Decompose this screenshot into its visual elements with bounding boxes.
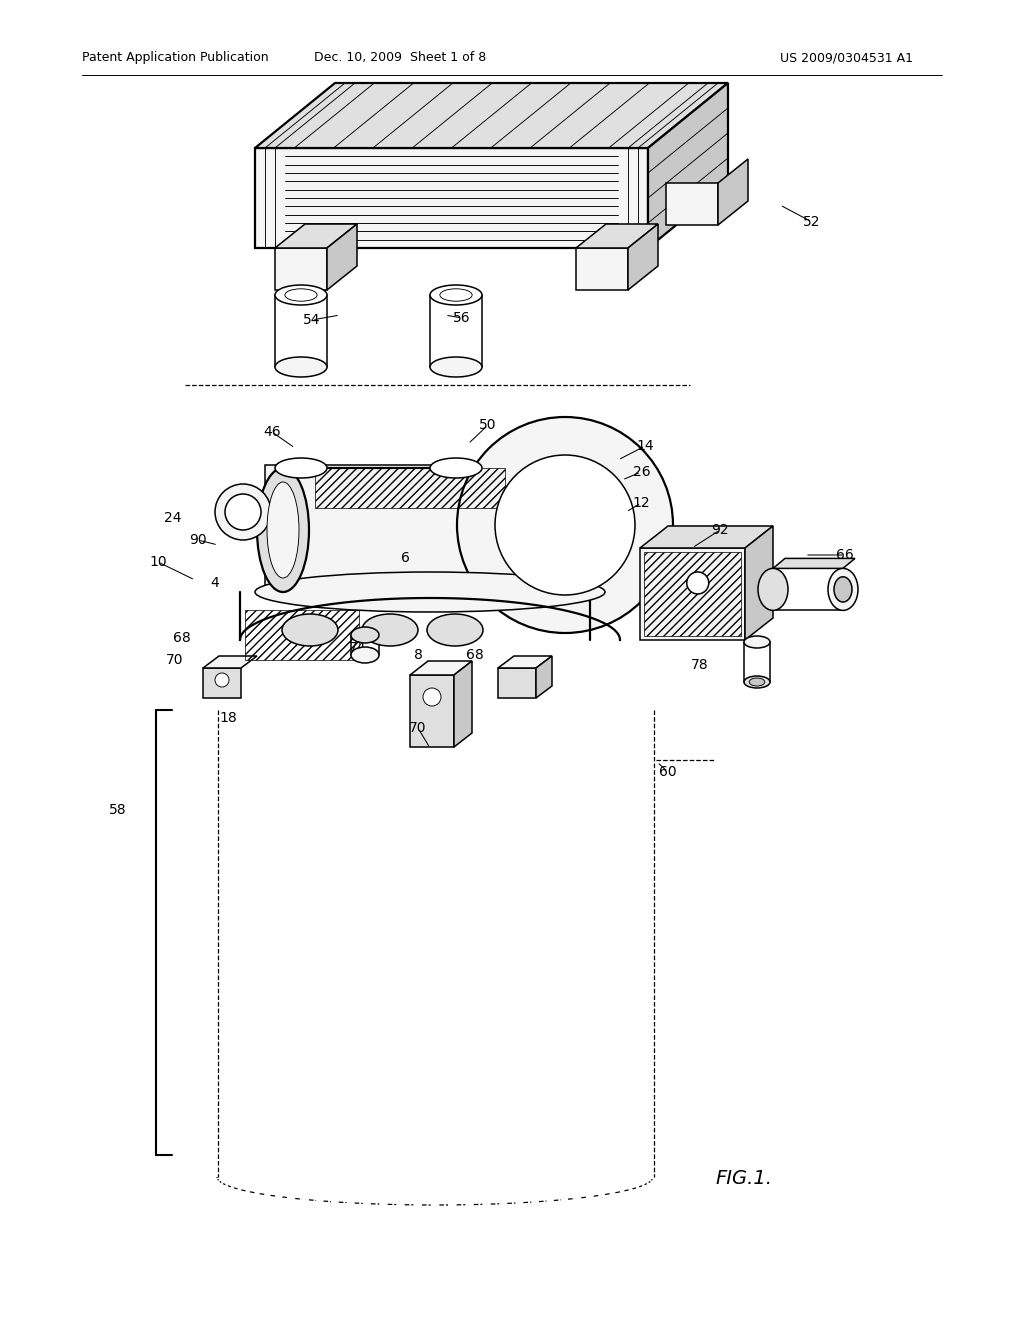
Text: 24: 24 bbox=[164, 511, 181, 525]
Text: 70: 70 bbox=[410, 721, 427, 735]
Ellipse shape bbox=[430, 356, 482, 378]
Ellipse shape bbox=[257, 469, 309, 591]
Text: US 2009/0304531 A1: US 2009/0304531 A1 bbox=[780, 51, 913, 65]
Ellipse shape bbox=[275, 458, 327, 478]
Bar bbox=[315, 469, 505, 508]
Ellipse shape bbox=[744, 636, 770, 648]
Circle shape bbox=[495, 455, 635, 595]
Polygon shape bbox=[265, 465, 575, 595]
Circle shape bbox=[215, 484, 271, 540]
Polygon shape bbox=[410, 661, 472, 675]
Text: 54: 54 bbox=[303, 313, 321, 327]
Ellipse shape bbox=[430, 458, 482, 478]
Text: 92: 92 bbox=[712, 523, 729, 537]
Text: 18: 18 bbox=[219, 711, 237, 725]
Text: 74: 74 bbox=[349, 642, 367, 655]
Ellipse shape bbox=[275, 285, 327, 305]
Text: 50: 50 bbox=[479, 418, 497, 432]
Polygon shape bbox=[666, 183, 718, 224]
Text: Dec. 10, 2009  Sheet 1 of 8: Dec. 10, 2009 Sheet 1 of 8 bbox=[314, 51, 486, 65]
Polygon shape bbox=[454, 661, 472, 747]
Text: 58: 58 bbox=[110, 803, 127, 817]
Polygon shape bbox=[575, 248, 628, 290]
Polygon shape bbox=[498, 668, 536, 698]
Polygon shape bbox=[628, 224, 658, 290]
Bar bbox=[644, 552, 741, 636]
Polygon shape bbox=[255, 83, 728, 148]
Ellipse shape bbox=[351, 627, 379, 643]
Text: FIG.1.: FIG.1. bbox=[715, 1168, 772, 1188]
Polygon shape bbox=[410, 675, 454, 747]
Ellipse shape bbox=[267, 482, 299, 578]
Ellipse shape bbox=[828, 569, 858, 610]
Polygon shape bbox=[575, 224, 658, 248]
Polygon shape bbox=[203, 668, 241, 698]
Text: 68: 68 bbox=[173, 631, 190, 645]
Polygon shape bbox=[275, 224, 357, 248]
Circle shape bbox=[457, 417, 673, 634]
Ellipse shape bbox=[758, 569, 788, 610]
Polygon shape bbox=[327, 224, 357, 290]
Ellipse shape bbox=[285, 289, 317, 301]
Polygon shape bbox=[255, 148, 648, 248]
Polygon shape bbox=[648, 83, 728, 248]
Ellipse shape bbox=[351, 647, 379, 663]
Ellipse shape bbox=[440, 289, 472, 301]
Text: 66: 66 bbox=[837, 548, 854, 562]
Circle shape bbox=[687, 572, 709, 594]
Polygon shape bbox=[275, 248, 327, 290]
Text: 90: 90 bbox=[189, 533, 207, 546]
Text: 4: 4 bbox=[211, 576, 219, 590]
Ellipse shape bbox=[750, 678, 765, 686]
Text: 70: 70 bbox=[166, 653, 183, 667]
Ellipse shape bbox=[430, 285, 482, 305]
Text: 78: 78 bbox=[691, 657, 709, 672]
Ellipse shape bbox=[282, 614, 338, 645]
Text: 26: 26 bbox=[633, 465, 651, 479]
Text: 52: 52 bbox=[803, 215, 821, 228]
Text: 46: 46 bbox=[263, 425, 281, 440]
Text: 12: 12 bbox=[632, 496, 650, 510]
Text: 8: 8 bbox=[414, 648, 423, 663]
Text: 68: 68 bbox=[466, 648, 484, 663]
Text: 56: 56 bbox=[454, 312, 471, 325]
Polygon shape bbox=[498, 656, 552, 668]
Ellipse shape bbox=[744, 676, 770, 688]
Text: 60: 60 bbox=[659, 766, 677, 779]
Polygon shape bbox=[745, 525, 773, 640]
Ellipse shape bbox=[275, 356, 327, 378]
Polygon shape bbox=[718, 158, 748, 224]
Polygon shape bbox=[773, 558, 855, 569]
Polygon shape bbox=[640, 548, 745, 640]
Circle shape bbox=[225, 494, 261, 531]
Ellipse shape bbox=[255, 572, 605, 612]
Polygon shape bbox=[536, 656, 552, 698]
Text: 6: 6 bbox=[400, 550, 410, 565]
Circle shape bbox=[423, 688, 441, 706]
Ellipse shape bbox=[362, 614, 418, 645]
Ellipse shape bbox=[427, 614, 483, 645]
Ellipse shape bbox=[834, 577, 852, 602]
Text: 14: 14 bbox=[636, 440, 653, 453]
Polygon shape bbox=[203, 656, 257, 668]
Text: 10: 10 bbox=[150, 554, 167, 569]
Bar bbox=[245, 610, 359, 660]
Text: Patent Application Publication: Patent Application Publication bbox=[82, 51, 268, 65]
Polygon shape bbox=[640, 525, 773, 548]
Circle shape bbox=[215, 673, 229, 686]
